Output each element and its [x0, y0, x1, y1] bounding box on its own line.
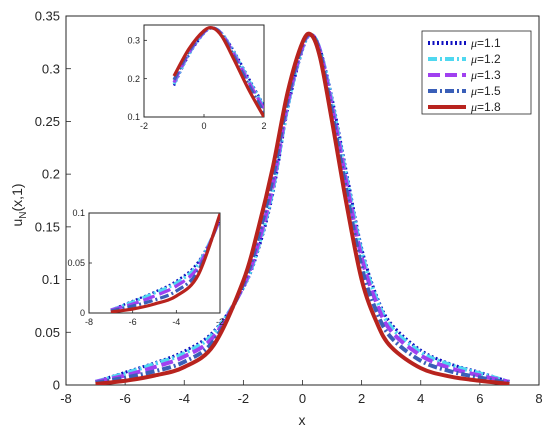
- inset-bottom-x-tick-label: -2: [216, 317, 224, 327]
- inset-top-series-line-mu-1-8: [172, 25, 264, 117]
- main-y-tick-label: 0.3: [42, 61, 60, 76]
- inset-bottom-y-tick-label: 0.1: [72, 208, 85, 218]
- inset-top-ticks: -2 0 2 0.1 0.2 0.3: [127, 35, 266, 131]
- inset-bottom-series: [110, 213, 220, 313]
- legend-label: μ=1.3: [470, 68, 501, 82]
- main-series-line-mu-1-8: [95, 31, 510, 385]
- main-x-tick-label: 6: [476, 391, 483, 406]
- main-x-tick-label: 8: [535, 391, 542, 406]
- legend-label: μ=1.8: [470, 100, 501, 114]
- inset-bottom-y-tick-label: 0.05: [67, 258, 85, 268]
- main-y-tick-label: 0.05: [35, 325, 60, 340]
- main-y-tick-label: 0.1: [42, 272, 60, 287]
- main-x-tick-label: 2: [358, 391, 365, 406]
- main-series: [95, 31, 510, 385]
- main-y-tick-label: 0.2: [42, 167, 60, 182]
- inset-bottom-x-tick-label: -8: [85, 317, 93, 327]
- main-x-tick-label: 4: [417, 391, 424, 406]
- inset-bottom-x-tick-label: -6: [129, 317, 137, 327]
- inset-bottom-series-line-mu-1-8: [110, 213, 220, 313]
- main-x-tick-label: -8: [60, 391, 72, 406]
- main-x-tick-label: -4: [178, 391, 190, 406]
- inset-bottom-series-line-mu-1-3: [110, 218, 220, 312]
- inset-bottom-x-tick-label: -4: [172, 317, 180, 327]
- legend-label: μ=1.5: [470, 84, 501, 98]
- inset-top-x-tick-label: -2: [140, 121, 148, 131]
- inset-top-y-tick-label: 0.2: [127, 74, 140, 84]
- main-y-tick-label: 0.15: [35, 219, 60, 234]
- inset-top-series: [172, 25, 264, 117]
- main-y-tick-label: 0.35: [35, 9, 60, 24]
- main-x-tick-label: -6: [119, 391, 131, 406]
- legend-label: μ=1.1: [470, 36, 501, 50]
- main-y-tick-label: 0: [53, 378, 60, 393]
- legend-box: [421, 30, 532, 115]
- main-x-tick-label: -2: [238, 391, 250, 406]
- legend: μ=1.1 μ=1.2 μ=1.3 μ=1.5 μ=1.8: [421, 30, 532, 115]
- inset-bottom-ticks: -8 -6 -4 -2 0 0.05 0.1: [67, 208, 224, 327]
- main-x-tick-label: 0: [299, 391, 306, 406]
- inset-top-y-tick-label: 0.3: [127, 35, 140, 45]
- inset-top-x-tick-label: 2: [261, 121, 266, 131]
- y-axis-label: uN(x,1): [9, 183, 29, 226]
- x-axis-label: x: [299, 412, 306, 428]
- inset-top-x-tick-label: 0: [201, 121, 206, 131]
- legend-label: μ=1.2: [470, 52, 501, 66]
- inset-top-y-tick-label: 0.1: [127, 112, 140, 122]
- main-y-tick-label: 0.25: [35, 114, 60, 129]
- inset-bottom-y-tick-label: 0: [80, 308, 85, 318]
- main-ticks: -8 -6 -4 -2 0 2 4 6 8 0 0.05 0.1 0.15 0.2 0.25 0.3 0.35: [35, 9, 543, 406]
